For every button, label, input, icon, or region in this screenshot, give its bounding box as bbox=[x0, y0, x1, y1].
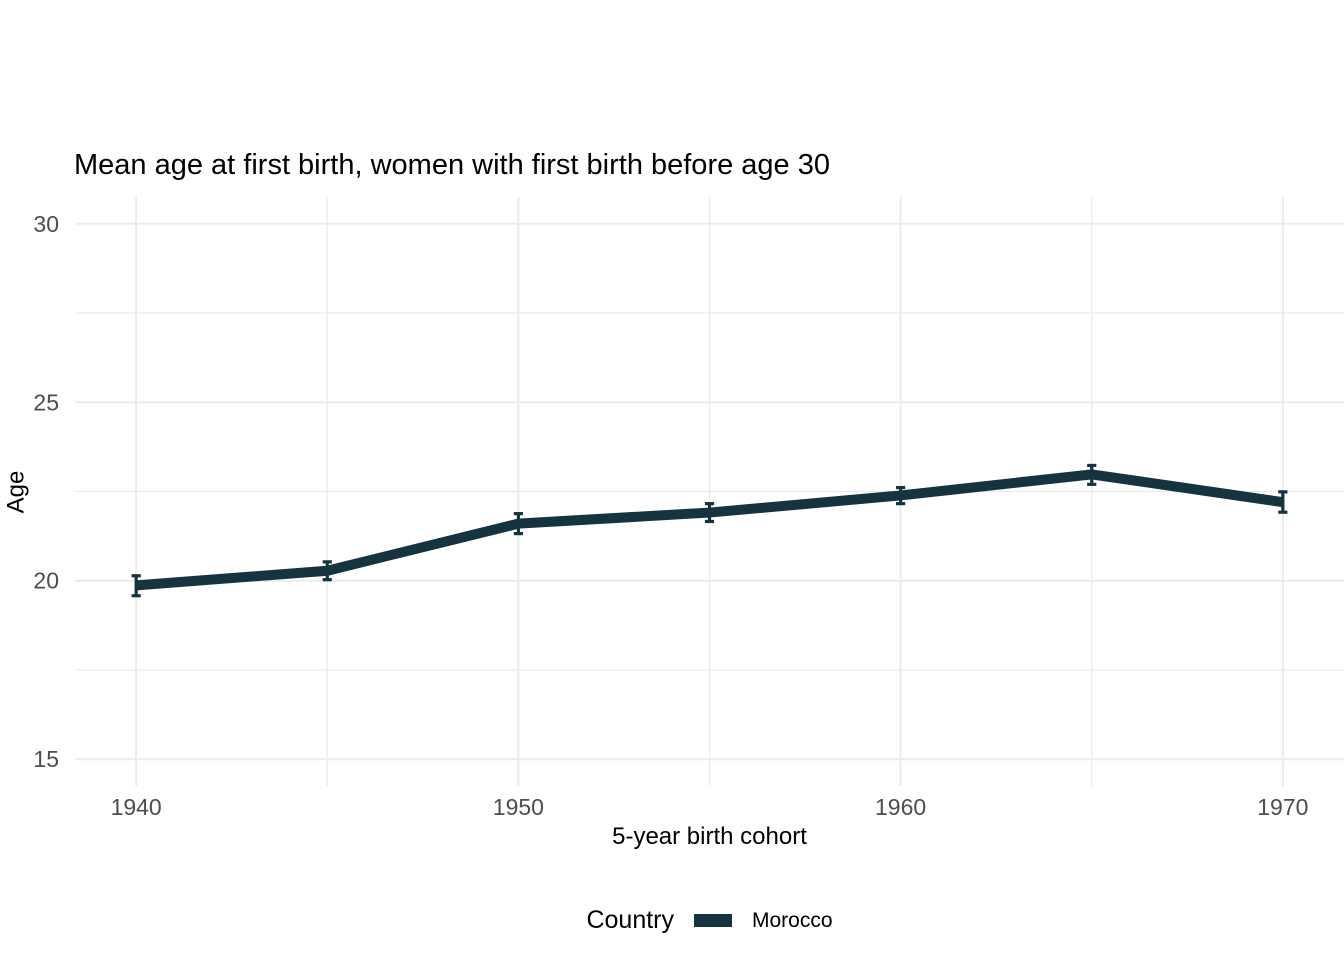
error-bars bbox=[131, 463, 1288, 598]
y-tick-label: 15 bbox=[33, 746, 59, 772]
x-axis-title: 5-year birth cohort bbox=[612, 823, 807, 850]
legend-swatch-morocco bbox=[694, 914, 732, 927]
x-tick-label: 1940 bbox=[111, 794, 162, 820]
y-tick-label: 20 bbox=[33, 568, 59, 594]
legend: Country Morocco bbox=[75, 906, 1344, 935]
chart-title: Mean age at first birth, women with firs… bbox=[74, 149, 830, 181]
x-tick-label: 1970 bbox=[1257, 794, 1308, 820]
x-tick-label: 1960 bbox=[875, 794, 926, 820]
morocco-trend-line bbox=[135, 469, 1284, 591]
x-tick-labels: 1940 1950 1960 1970 bbox=[111, 794, 1309, 820]
y-tick-labels: 15 20 25 30 bbox=[33, 211, 59, 772]
y-tick-label: 25 bbox=[33, 389, 59, 415]
legend-label-morocco: Morocco bbox=[752, 908, 833, 932]
minor-gridlines bbox=[75, 197, 1344, 786]
legend-title: Country bbox=[586, 906, 674, 934]
x-tick-label: 1950 bbox=[493, 794, 544, 820]
y-tick-label: 30 bbox=[33, 211, 59, 237]
